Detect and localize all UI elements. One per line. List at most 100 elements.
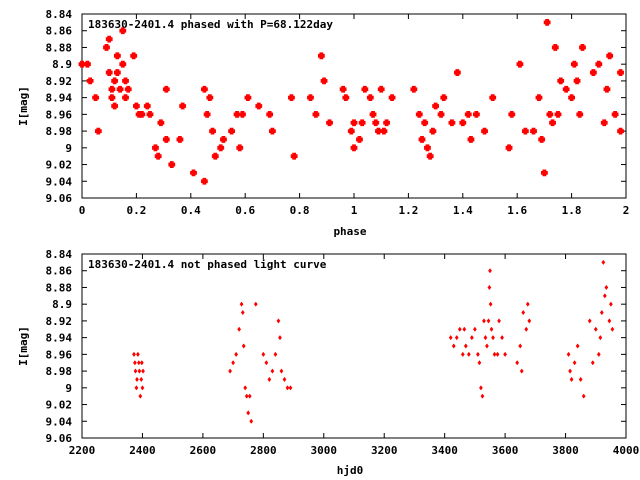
unphased-data-point xyxy=(240,309,245,316)
unphased-data-point xyxy=(454,335,459,341)
unphased-data-point xyxy=(270,368,275,374)
unphased-data-point xyxy=(581,393,586,399)
phased-y-tick-label: 8.96 xyxy=(46,108,73,121)
unphased-data-point xyxy=(231,360,236,366)
unphased-data-point xyxy=(489,326,494,332)
unphased-data-point xyxy=(497,318,501,324)
phased-data-point xyxy=(388,94,396,102)
phased-y-tick-label: 8.98 xyxy=(46,125,73,138)
phased-data-point xyxy=(111,77,119,85)
unphased-y-tick-label: 9.06 xyxy=(46,432,73,445)
phased-data-point xyxy=(617,127,624,135)
phased-data-point xyxy=(176,136,184,143)
unphased-data-point xyxy=(132,351,136,357)
unphased-data-point xyxy=(267,376,272,383)
phased-data-point xyxy=(312,110,320,118)
phased-data-point xyxy=(505,144,513,152)
phased-data-point xyxy=(133,102,140,110)
phased-y-tick-label: 9.02 xyxy=(46,159,73,172)
unphased-data-point xyxy=(610,326,615,332)
phased-data-point xyxy=(146,110,154,118)
unphased-data-point xyxy=(492,351,497,357)
phased-data-point xyxy=(383,119,391,127)
unphased-plot: 183630-2401.4 not phased light curve hjd… xyxy=(17,248,639,477)
phased-data-point xyxy=(339,85,347,93)
unphased-y-tick-label: 8.9 xyxy=(52,298,72,311)
unphased-data-point xyxy=(596,351,601,357)
unphased-y-tick-label: 8.98 xyxy=(46,365,73,378)
unphased-y-ticks: 8.84 8.86 8.88 8.9 8.92 8.94 8.96 8.98 9 9.02 9.04… xyxy=(46,248,626,445)
unphased-data-point xyxy=(518,343,523,349)
unphased-data-point xyxy=(136,351,140,357)
unphased-x-tick-label: 4000 xyxy=(613,444,640,457)
phased-data-point xyxy=(350,119,358,127)
unphased-data-point xyxy=(483,335,488,341)
unphased-data-point xyxy=(525,301,530,307)
unphased-data-point xyxy=(451,343,456,349)
phased-data-point xyxy=(557,77,565,85)
unphased-data-point xyxy=(482,318,486,324)
phased-data-point xyxy=(453,69,461,76)
unphased-data-point xyxy=(477,360,482,366)
phased-data-point xyxy=(541,169,548,177)
unphased-data-point xyxy=(569,376,574,383)
phased-x-tick-label: 1.4 xyxy=(453,204,473,217)
unphased-data-point xyxy=(246,410,251,416)
unphased-plot-xlabel: hjd0 xyxy=(337,464,364,477)
phased-data-point xyxy=(105,69,113,76)
phased-data-point xyxy=(119,60,127,68)
unphased-data-point xyxy=(566,351,571,357)
phased-data-point xyxy=(244,94,252,102)
unphased-data-point xyxy=(273,351,278,357)
phased-data-point xyxy=(326,119,333,127)
phased-data-point xyxy=(320,77,328,85)
unphased-data-point xyxy=(282,376,287,383)
phased-data-point xyxy=(579,44,586,51)
phased-y-tick-label: 8.84 xyxy=(46,8,73,21)
unphased-data-point xyxy=(278,335,282,341)
phased-x-tick-label: 0.4 xyxy=(181,204,201,217)
unphased-data-point xyxy=(247,393,252,399)
phased-data-point xyxy=(521,127,529,135)
phased-data-point xyxy=(473,110,480,118)
unphased-data-point xyxy=(139,360,144,366)
unphased-y-tick-label: 9.04 xyxy=(46,415,73,428)
phased-data-point xyxy=(429,127,437,135)
phased-data-point xyxy=(573,77,581,85)
phased-data-point xyxy=(239,110,246,118)
unphased-data-point xyxy=(593,326,598,332)
unphased-x-tick-label: 3800 xyxy=(552,444,579,457)
unphased-data-point xyxy=(139,376,144,383)
phased-data-point xyxy=(426,152,434,160)
phased-y-tick-label: 8.88 xyxy=(46,41,73,54)
unphased-data-point xyxy=(527,318,532,324)
phased-data-point xyxy=(317,52,325,60)
phased-data-point xyxy=(347,127,355,135)
phased-data-point xyxy=(168,161,176,168)
phased-x-tick-label: 0.2 xyxy=(126,204,146,217)
unphased-data-point xyxy=(462,326,467,332)
unphased-data-point xyxy=(228,368,232,374)
phased-data-point xyxy=(105,35,113,43)
unphased-data-point xyxy=(285,385,290,391)
unphased-data-point xyxy=(515,360,520,366)
unphased-x-tick-label: 2800 xyxy=(250,444,277,457)
phased-data-point xyxy=(217,144,225,152)
unphased-data-point xyxy=(521,309,526,316)
phased-data-point xyxy=(595,60,603,68)
phased-data-point xyxy=(464,110,472,118)
phased-data-point xyxy=(489,94,497,102)
unphased-y-tick-label: 8.84 xyxy=(46,248,73,261)
unphased-data-point xyxy=(460,351,465,357)
unphased-x-tick-label: 3200 xyxy=(371,444,398,457)
phased-data-point xyxy=(157,119,165,127)
unphased-y-tick-label: 8.88 xyxy=(46,281,73,294)
unphased-data-point xyxy=(488,301,493,307)
phased-data-point xyxy=(377,85,385,93)
unphased-data-point xyxy=(469,335,474,341)
unphased-data-point xyxy=(132,360,137,366)
unphased-data-point xyxy=(140,385,145,391)
unphased-plot-ylabel: I[mag] xyxy=(17,326,30,366)
phased-y-tick-label: 9.06 xyxy=(46,192,73,205)
phased-data-point xyxy=(201,177,208,185)
